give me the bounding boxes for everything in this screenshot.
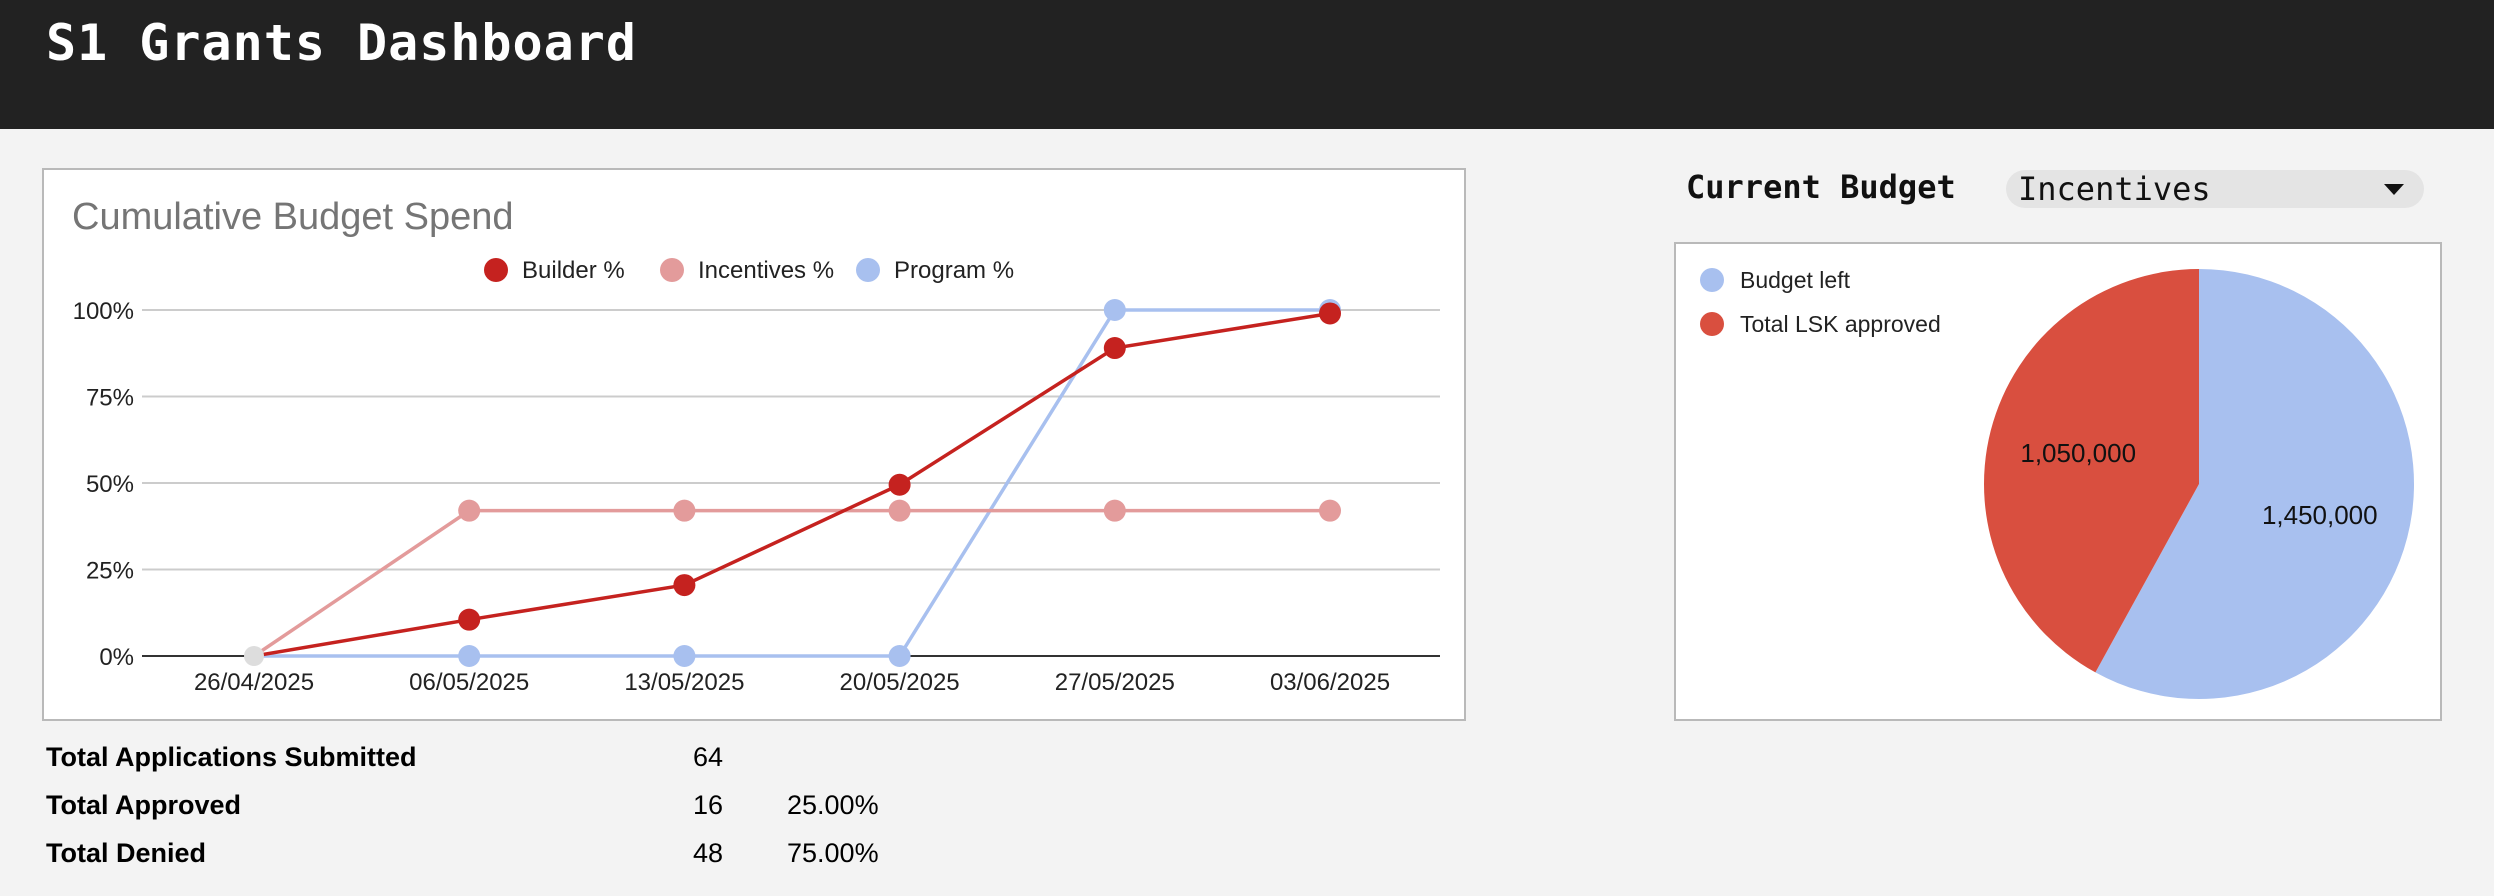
budget-dropdown-value: Incentives xyxy=(2018,170,2211,208)
budget-dropdown[interactable]: Incentives xyxy=(2006,170,2424,208)
legend-label: Total LSK approved xyxy=(1740,311,1941,337)
pie-chart: Budget left Total LSK approved 1,450,000 1,… xyxy=(1700,267,2414,699)
stat-value: 64 xyxy=(693,742,724,772)
header-bar: S1 Grants Dashboard xyxy=(0,0,2494,129)
y-tick-label: 75% xyxy=(86,385,134,412)
pie-slice xyxy=(2095,269,2414,699)
pie-chart-panel: Budget left Total LSK approved 1,450,000 1,… xyxy=(1674,242,2442,721)
y-tick-label: 0% xyxy=(99,644,134,671)
series-line xyxy=(253,508,1330,658)
stat-value: 48 xyxy=(693,838,724,868)
current-budget-label: Current Budget xyxy=(1686,168,1956,206)
stat-label: Total Denied xyxy=(46,838,207,868)
legend-marker xyxy=(484,258,508,282)
y-tick-label: 25% xyxy=(86,558,134,585)
stat-percent: 25.00% xyxy=(787,790,879,820)
legend-label: Program % xyxy=(894,257,1014,284)
legend-label: Builder % xyxy=(522,257,625,284)
line-chart-title: Cumulative Budget Spend xyxy=(72,196,514,238)
stat-label: Total Approved xyxy=(46,790,241,820)
y-tick-label: 50% xyxy=(86,471,134,498)
data-point xyxy=(458,608,481,631)
legend-label: Budget left xyxy=(1740,267,1851,293)
data-point xyxy=(673,574,696,597)
stat-row-submitted: Total Applications Submitted 64 xyxy=(46,742,946,782)
stat-value: 16 xyxy=(693,790,724,820)
series-line xyxy=(253,311,1331,658)
slice-label: 1,050,000 xyxy=(2020,438,2136,468)
data-point xyxy=(888,473,911,496)
stat-row-denied: Total Denied 48 75.00% xyxy=(46,838,946,878)
y-tick-label: 100% xyxy=(73,298,134,325)
data-point xyxy=(1319,499,1341,522)
x-tick-label: 26/04/2025 xyxy=(194,669,314,696)
x-tick-label: 27/05/2025 xyxy=(1055,669,1175,696)
data-point xyxy=(1103,299,1126,321)
x-tick-label: 06/05/2025 xyxy=(409,669,529,696)
data-point xyxy=(673,499,696,522)
legend-marker xyxy=(1700,268,1724,292)
line-chart: 0% 25% 50% 75% 100% 26/04/2025 06/05/2025 13/05… xyxy=(73,257,1440,696)
series-line xyxy=(254,308,1330,658)
pie-slice xyxy=(1984,269,2199,673)
x-tick-label: 03/06/2025 xyxy=(1270,669,1390,696)
data-point xyxy=(673,645,696,667)
x-tick-label: 20/05/2025 xyxy=(840,669,960,696)
legend-marker xyxy=(856,258,880,282)
stat-label: Total Applications Submitted xyxy=(46,742,417,772)
data-point xyxy=(244,646,264,666)
data-point xyxy=(888,499,911,522)
data-point xyxy=(1103,499,1126,522)
data-point xyxy=(888,645,911,667)
data-point xyxy=(1103,337,1126,360)
data-point xyxy=(1319,302,1341,325)
legend-marker xyxy=(1700,312,1724,336)
legend-marker xyxy=(660,258,684,282)
stat-percent: 75.00% xyxy=(787,838,879,868)
chevron-down-icon xyxy=(2384,184,2404,195)
x-tick-label: 13/05/2025 xyxy=(624,669,744,696)
stat-row-approved: Total Approved 16 25.00% xyxy=(46,790,946,830)
legend-label: Incentives % xyxy=(698,257,834,284)
data-point xyxy=(458,645,481,667)
line-chart-panel: Cumulative Budget Spend 0% 25% 50% 75% 100% 2… xyxy=(42,168,1466,721)
data-point xyxy=(458,499,481,522)
slice-label: 1,450,000 xyxy=(2262,500,2378,530)
page-title: S1 Grants Dashboard xyxy=(46,14,637,72)
